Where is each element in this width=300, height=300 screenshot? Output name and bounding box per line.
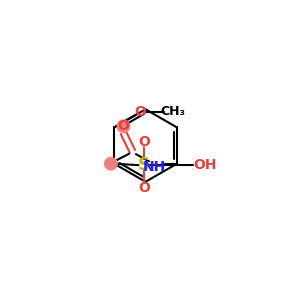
Text: S: S [138,156,150,174]
Text: CH₃: CH₃ [160,106,185,118]
Text: O: O [138,181,150,195]
Text: NH: NH [142,160,166,174]
Circle shape [117,120,130,133]
Text: OH: OH [193,158,217,172]
Circle shape [105,158,117,170]
Text: O: O [138,135,150,149]
Text: O: O [118,119,129,133]
Text: O: O [135,105,146,119]
